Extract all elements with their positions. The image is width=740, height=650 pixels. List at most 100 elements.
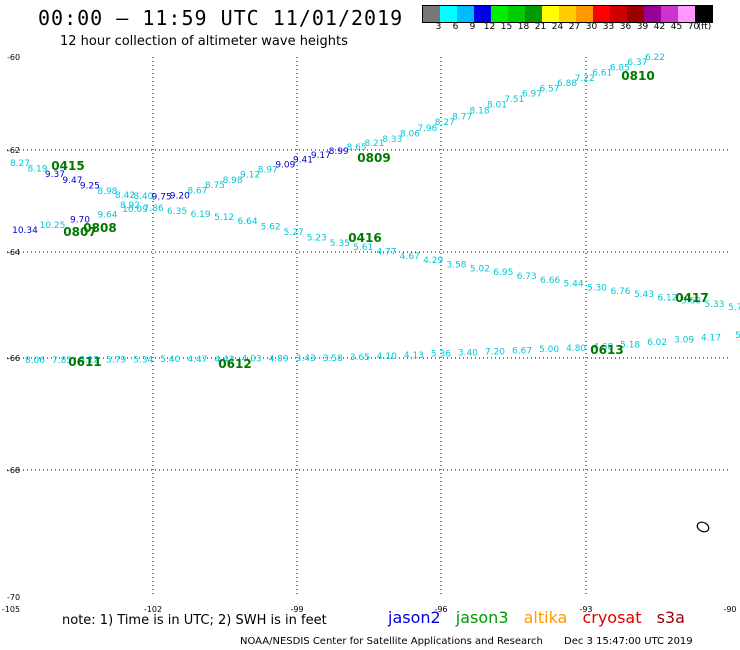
wave-height-value: 8.75 — [205, 181, 225, 191]
footnote: note: 1) Time is in UTC; 2) SWH is in fe… — [62, 613, 327, 628]
wave-height-value: 5.35 — [330, 239, 350, 249]
color-swatch — [695, 6, 712, 22]
wave-height-value: 8.06 — [25, 356, 45, 366]
wave-height-value: 5.27 — [284, 228, 304, 238]
wave-height-value: 6.12 — [657, 293, 677, 303]
wave-height-value: 4.17 — [701, 333, 721, 343]
pass-time-label: 0416 — [348, 231, 381, 245]
wave-height-value: 4.43 — [214, 355, 234, 365]
pass-time-label: 0809 — [357, 151, 390, 165]
lat-lon-grid — [7, 57, 730, 597]
island-outline — [696, 521, 710, 533]
wave-height-value: 8.01 — [487, 101, 507, 111]
color-scale-label: 6 — [452, 22, 459, 32]
track-track-0611-0612-0613: 8.06 7.85 8.12 5.79 5.34 5.40 4.47 4.43 4.03 4.89… — [25, 331, 740, 366]
wave-height-value: 8.97 — [258, 166, 278, 176]
wave-height-value: 4.77 — [376, 248, 396, 258]
wave-height-value: 4.03 — [242, 355, 262, 365]
color-swatch — [576, 6, 593, 22]
color-scale-label: (ft) — [697, 22, 712, 32]
credit-line: NOAA/NESDIS Center for Satellite Applica… — [240, 636, 711, 647]
wave-height-value: 8.40 — [133, 192, 153, 202]
color-swatch — [644, 6, 661, 22]
color-scale-label: 36 — [619, 22, 632, 32]
color-scale-label: 70 — [687, 22, 700, 32]
color-swatch — [627, 6, 644, 22]
wave-height-value: 4.67 — [400, 252, 420, 262]
wave-height-tracks: 8.278.199.379.479.258.988.428.409.759.20… — [10, 53, 740, 366]
wave-height-value: 7.51 — [504, 95, 524, 105]
color-swatch — [457, 6, 474, 22]
pass-time-label: 0612 — [218, 357, 251, 371]
satellite-jason2: jason2 — [388, 608, 441, 627]
wave-height-value: 5.34 — [133, 355, 153, 365]
track-track-0809-0810: 8.278.199.379.479.258.988.428.409.759.20… — [10, 53, 665, 203]
wave-height-value: 6.66 — [540, 276, 560, 286]
wave-height-value: 6.67 — [512, 346, 532, 356]
wave-height-value: 7.20 — [485, 347, 505, 357]
wave-height-value: 5.40 — [160, 355, 180, 365]
satellite-s3a: s3a — [656, 608, 685, 627]
color-scale-label: 21 — [534, 22, 547, 32]
wave-height-value: 5.30 — [587, 284, 607, 294]
wave-height-value: 5.44 — [564, 280, 584, 290]
wave-height-value: 8.92 — [120, 201, 140, 211]
color-swatch — [491, 6, 508, 22]
latitude-label: -68 — [7, 466, 20, 475]
wave-height-value: 8.21 — [364, 139, 384, 149]
wave-height-value: 4.13 — [404, 351, 424, 361]
satellite-legend: jason2 jason3 altika cryosat s3a — [388, 608, 695, 627]
color-swatch — [610, 6, 627, 22]
color-scale-label: 18 — [517, 22, 530, 32]
wave-height-value: 6.76 — [610, 287, 630, 297]
longitude-label: -102 — [144, 605, 162, 614]
longitude-label: -90 — [723, 605, 736, 614]
map-title: 00:00 – 11:59 UTC 11/01/2019 — [38, 6, 404, 30]
wave-height-value: 4.89 — [269, 354, 289, 364]
wave-height-value: 7.86 — [144, 204, 164, 214]
color-swatch — [593, 6, 610, 22]
wave-height-value: 8.18 — [470, 106, 490, 116]
latitude-label: -64 — [7, 248, 20, 257]
wave-height-value: 8.33 — [382, 135, 402, 145]
satellite-jason3: jason3 — [455, 608, 509, 627]
latitude-label: -62 — [7, 146, 20, 155]
wave-height-value: 5.60 — [681, 297, 701, 307]
satellite-cryosat: cryosat — [582, 608, 642, 627]
wave-height-value: 8.65 — [347, 143, 367, 153]
wave-height-value: 8.27 — [10, 159, 30, 169]
wave-height-value: 8.27 — [435, 118, 455, 128]
track-track-0416-0417: 8.92 7.86 6.35 6.19 5.12 6.645.625.275.235.35… — [120, 201, 740, 313]
wave-height-value: 4.80 — [566, 344, 586, 354]
wave-height-value: 5.61 — [353, 243, 373, 253]
wave-height-value: 5.79 — [106, 355, 126, 365]
pass-time-label: 0417 — [675, 291, 708, 305]
color-scale-label: 9 — [469, 22, 476, 32]
wave-height-value: 7.85 — [52, 356, 72, 366]
wave-height-value: 9.20 — [170, 192, 190, 202]
wave-height-value: 6.73 — [517, 272, 537, 282]
color-scale-label: 30 — [585, 22, 598, 32]
color-swatch — [678, 6, 695, 22]
wave-height-value: 5.36 — [431, 350, 451, 360]
wave-height-value: 5 — [735, 331, 740, 341]
wave-height-value: 6.02 — [647, 338, 667, 348]
pass-time-label: 0808 — [83, 221, 116, 235]
wave-height-value: 4.68 — [593, 343, 613, 353]
wave-height-value: 3.40 — [458, 349, 478, 359]
wave-height-value: 5.00 — [539, 345, 559, 355]
pass-time-label: 0415 — [51, 159, 84, 173]
color-swatch — [440, 6, 457, 22]
color-swatch — [559, 6, 576, 22]
credit-org: NOAA/NESDIS Center for Satellite Applica… — [240, 636, 543, 647]
color-swatch — [661, 6, 678, 22]
color-scale-bar — [422, 5, 713, 23]
color-scale-label: 39 — [636, 22, 649, 32]
wave-height-value: 8.42 — [115, 191, 135, 201]
wave-height-value: 4.29 — [423, 256, 443, 266]
wave-height-value: 10.34 — [12, 226, 38, 236]
wave-height-value: 6.97 — [522, 89, 542, 99]
wave-height-value: 3.09 — [674, 336, 694, 346]
longitude-label: -99 — [290, 605, 303, 614]
